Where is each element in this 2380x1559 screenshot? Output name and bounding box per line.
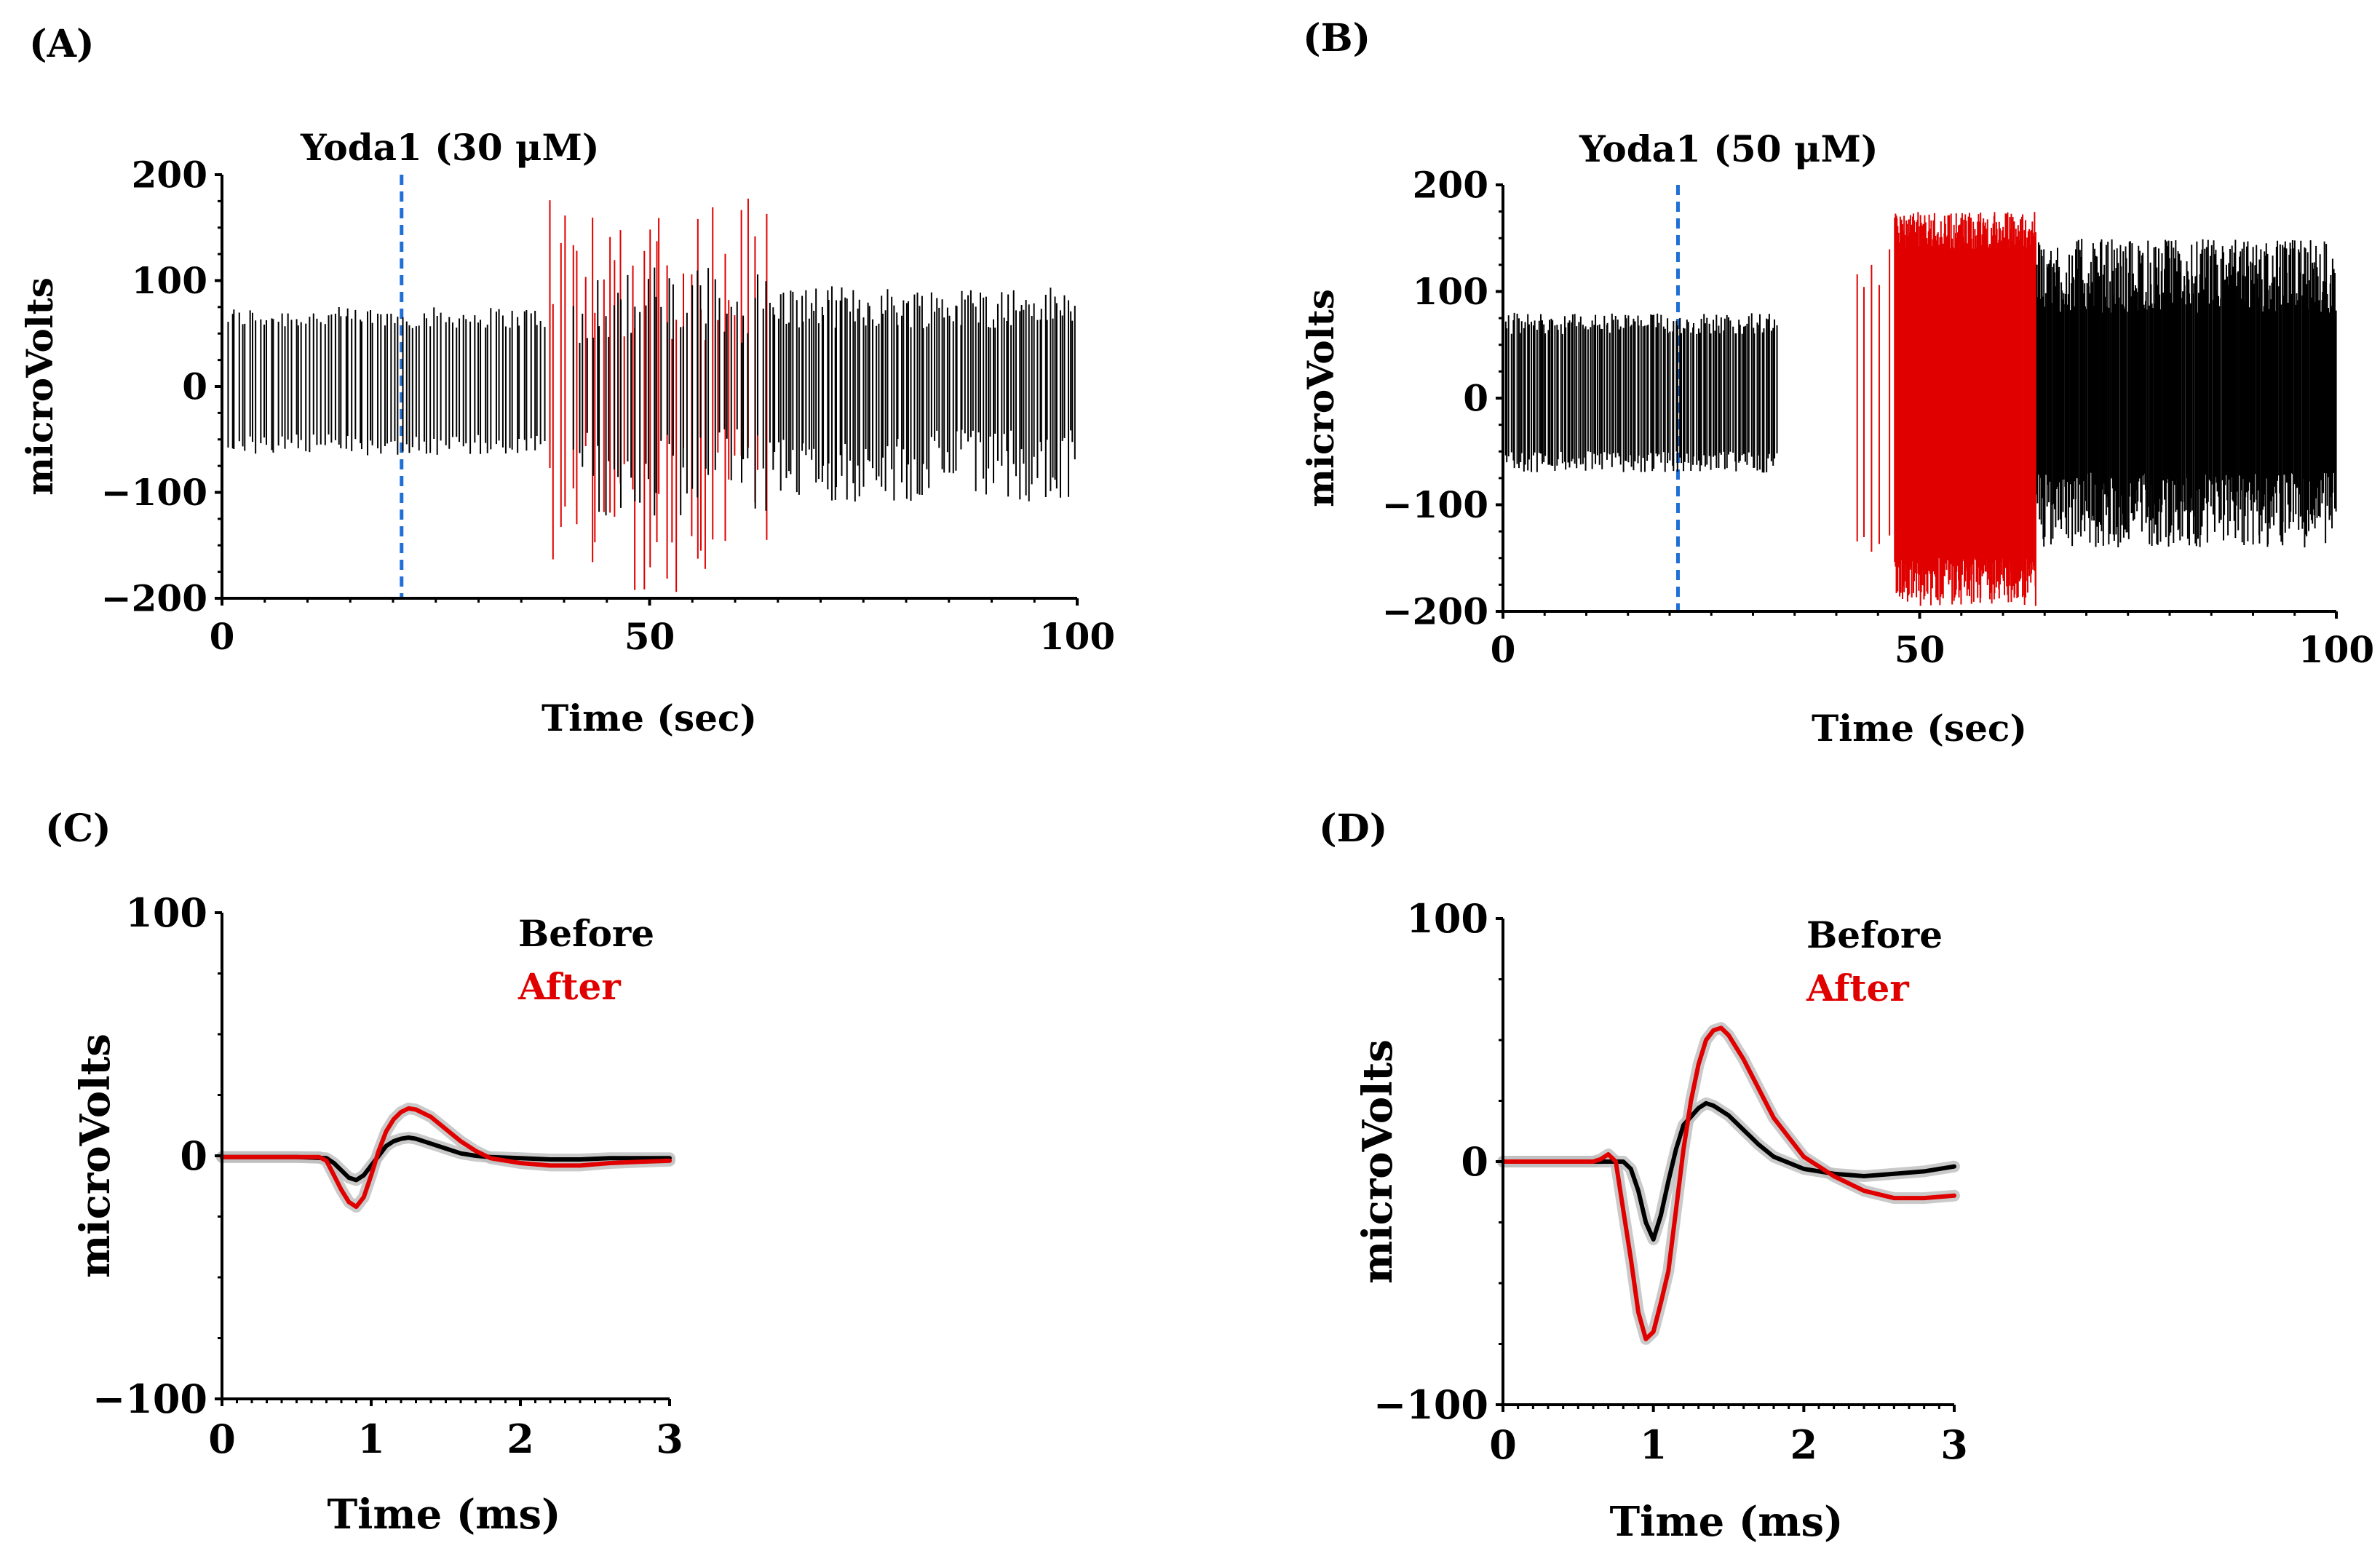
panel-label-c: (C) [45,806,111,851]
panel-label-b: (B) [1303,16,1371,60]
chart-d-legend-after: After [1806,967,1909,1009]
y-tick-label: 0 [180,1132,207,1179]
chart-a-marks [227,175,1076,598]
panel-label-d: (D) [1319,806,1387,851]
x-tick-label: 3 [1940,1421,1968,1468]
chart-b-ticks: −200 −100 0 100 200 0 50 100 [1382,164,2374,672]
y-tick-label: 0 [1461,1138,1488,1185]
y-tick-label: 100 [132,259,207,302]
chart-c-ylabel: microVolts [71,1034,119,1278]
chart-b: −200 −100 0 100 200 0 50 100 Yoda1 (50 μM) Time… [1299,127,2374,750]
chart-b-annotation: Yoda1 (50 μM) [1579,127,1879,170]
x-tick-label: 1 [357,1416,385,1462]
y-tick-label: −100 [92,1376,207,1422]
x-tick-label: 50 [624,615,675,658]
y-tick-label: 0 [1463,377,1488,420]
x-tick-label: 100 [1039,615,1115,658]
y-tick-label: −200 [1382,590,1488,633]
series-line-after [1501,1026,1956,1341]
chart-a: −200 −100 0 100 200 0 50 100 Yoda1 (30 μM) Time… [18,126,1115,739]
chart-b-xlabel: Time (sec) [1812,707,2027,750]
chart-d-ylabel: microVolts [1354,1039,1402,1284]
chart-a-annotation: Yoda1 (30 μM) [300,126,600,169]
y-tick-label: 100 [1413,270,1488,313]
chart-a-ylabel: microVolts [18,277,61,496]
chart-a-ticks: −200 −100 0 100 200 0 50 100 [101,154,1115,659]
x-tick-label: 0 [210,615,235,658]
y-tick-label: −100 [1382,483,1488,526]
chart-b-marks [1502,185,2337,611]
y-tick-label: 100 [1406,895,1488,942]
y-tick-label: 200 [132,154,207,197]
y-tick-label: −200 [101,577,207,620]
chart-c-legend-after: After [517,965,621,1008]
chart-c-marks [216,1102,675,1213]
x-tick-label: 0 [208,1416,236,1462]
x-tick-label: 2 [1790,1421,1818,1468]
x-tick-label: 100 [2298,628,2374,671]
chart-d-xlabel: Time (ms) [1609,1498,1843,1546]
x-tick-label: 50 [1895,628,1945,671]
x-tick-label: 0 [1491,628,1516,671]
chart-b-ylabel: microVolts [1299,289,1342,507]
series-line-before [220,1135,672,1183]
y-tick-label: 0 [182,365,207,408]
chart-c-xlabel: Time (ms) [327,1491,560,1539]
chart-c-legend-before: Before [518,912,654,955]
series-sem-band [1497,1022,1960,1345]
chart-a-xlabel: Time (sec) [542,697,757,739]
y-tick-label: 200 [1413,164,1488,207]
y-tick-label: 100 [125,889,207,936]
y-tick-label: −100 [1373,1381,1488,1428]
x-tick-label: 1 [1640,1421,1667,1468]
chart-d-marks [1497,1022,1960,1345]
series-sem-band [1497,1097,1960,1245]
y-tick-label: −100 [101,471,207,514]
series-line-after [220,1106,672,1210]
x-tick-label: 3 [656,1416,683,1462]
panel-label-a: (A) [29,22,95,66]
chart-d-legend-before: Before [1806,913,1943,956]
x-tick-label: 0 [1489,1421,1517,1468]
x-tick-label: 2 [507,1416,534,1462]
